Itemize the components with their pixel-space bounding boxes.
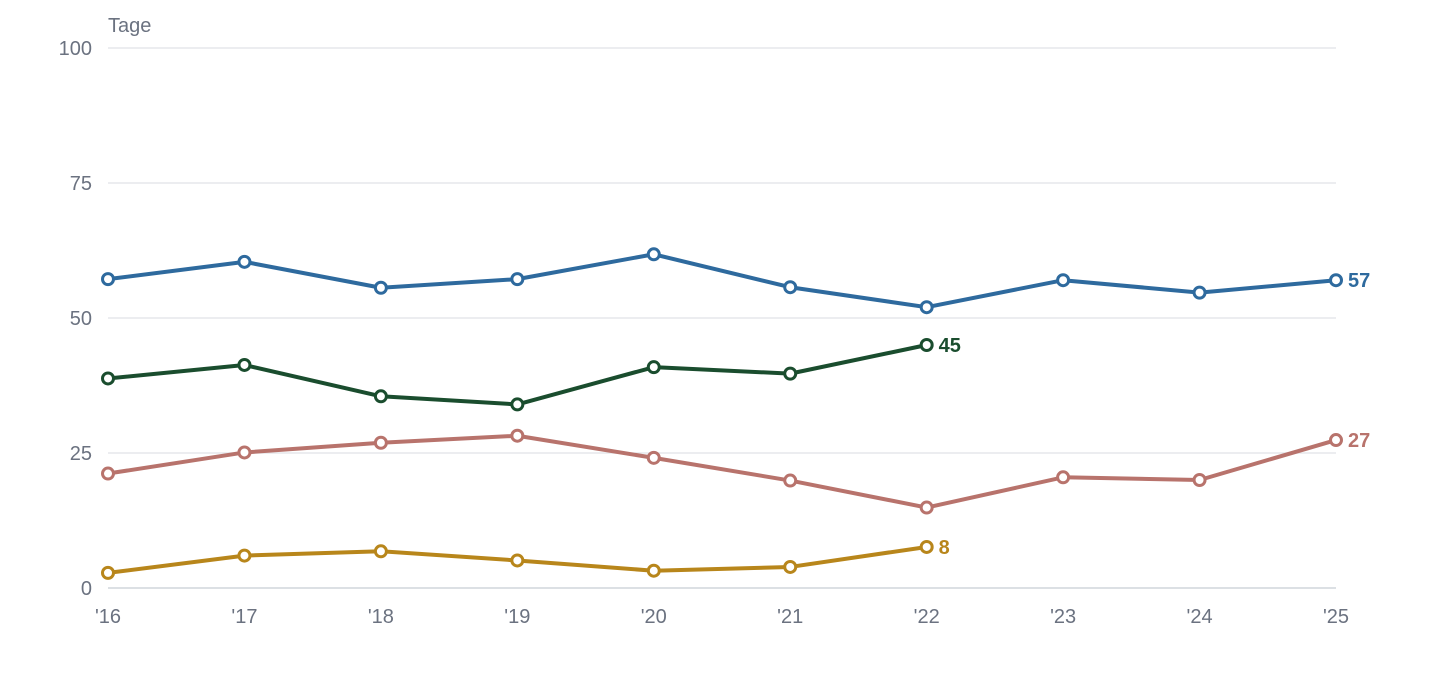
- x-tick-label: '20: [641, 606, 667, 628]
- data-point: [783, 280, 798, 295]
- data-point: [646, 360, 661, 375]
- series-end-label: 27: [1348, 430, 1370, 452]
- data-point: [1329, 273, 1343, 288]
- x-tick-label: '21: [777, 606, 803, 628]
- series-end-label: 45: [939, 335, 961, 357]
- series-group: 45: [101, 335, 961, 412]
- data-point: [919, 338, 934, 352]
- x-tick-labels: '16 '17 '18 '19 '20 '21 '22 '23 '24 '25: [95, 606, 1349, 628]
- data-point: [510, 428, 525, 443]
- y-axis-label: Tage: [108, 15, 151, 37]
- y-tick-label: 0: [81, 578, 92, 600]
- y-tick-label: 25: [70, 443, 92, 465]
- data-point: [646, 247, 661, 262]
- data-point: [101, 565, 115, 580]
- series-group: 8: [101, 537, 950, 580]
- data-point: [510, 553, 525, 568]
- data-point: [1192, 473, 1207, 487]
- data-point: [919, 500, 934, 515]
- data-point: [646, 563, 661, 578]
- y-tick-label: 100: [59, 38, 92, 60]
- data-point: [101, 466, 115, 481]
- data-point: [783, 473, 798, 488]
- series-group: 27: [101, 428, 1370, 515]
- data-point: [237, 548, 252, 563]
- y-tick-labels: 0 25 50 75 100: [59, 38, 92, 600]
- x-tick-label: '23: [1050, 606, 1076, 628]
- data-point: [1056, 273, 1071, 288]
- series-line: [106, 343, 929, 407]
- series-line: [106, 433, 1338, 510]
- data-point: [783, 559, 798, 574]
- data-point: [783, 366, 798, 381]
- data-point: [373, 544, 388, 559]
- data-point: [237, 357, 252, 372]
- data-point: [101, 272, 115, 287]
- data-point: [373, 280, 388, 295]
- grid-layer: [108, 47, 1336, 589]
- x-tick-label: '24: [1187, 606, 1213, 628]
- data-point: [1192, 285, 1207, 300]
- y-tick-label: 50: [70, 308, 92, 330]
- y-tick-label: 75: [70, 173, 92, 195]
- x-tick-label: '19: [504, 606, 530, 628]
- data-point: [373, 435, 388, 450]
- series-group: 57: [101, 247, 1370, 315]
- series-end-label: 57: [1348, 270, 1370, 292]
- series-layer: 57 45 27 8: [101, 247, 1370, 580]
- data-point: [510, 397, 525, 412]
- data-point: [1056, 470, 1071, 485]
- x-tick-label: '16: [95, 606, 121, 628]
- data-point: [101, 371, 115, 386]
- x-tick-label: '18: [368, 606, 394, 628]
- data-point: [510, 272, 525, 287]
- data-point: [919, 539, 934, 554]
- data-point: [919, 300, 934, 315]
- x-tick-label: '25: [1323, 606, 1349, 628]
- x-tick-label: '17: [231, 606, 257, 628]
- x-tick-label: '22: [914, 606, 940, 628]
- data-point: [373, 389, 388, 404]
- series-line: [106, 252, 1338, 310]
- data-point: [646, 450, 661, 465]
- data-point: [237, 254, 252, 269]
- data-point: [237, 445, 252, 460]
- series-end-label: 8: [939, 537, 950, 559]
- data-point: [1329, 433, 1343, 448]
